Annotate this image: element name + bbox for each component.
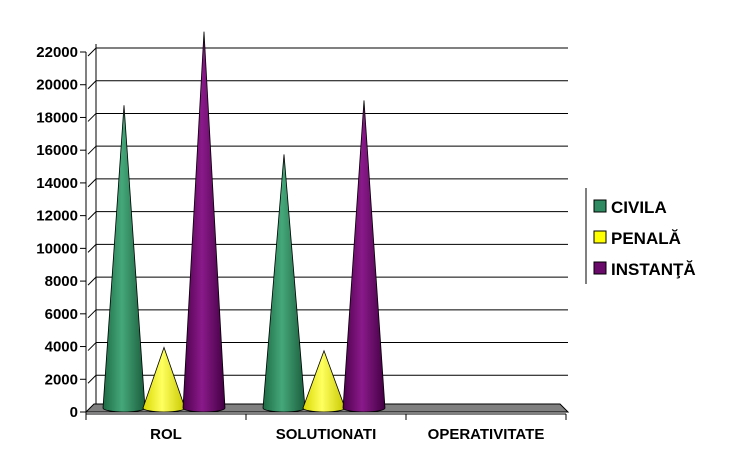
x-category-label: SOLUTIONATI [276,426,377,443]
bar-cone [102,105,146,413]
y-tick-label: 16000 [36,142,78,159]
gridline-side [87,178,97,188]
gridline-side [87,309,97,319]
bar-cone [182,31,226,413]
legend-label: INSTANŢĂ [611,260,696,279]
bar-cone [142,346,186,413]
y-tick-label: 20000 [36,77,78,94]
legend-swatch [593,230,607,244]
gridline-side [87,145,97,155]
y-axis: 0 2000 4000 6000 8000 10000 12000 14000 16000 180… [36,44,97,421]
legend-label: CIVILA [611,198,667,217]
gridline-side [87,374,97,384]
bars [102,31,386,413]
gridline-side [87,47,97,57]
y-tick-label: 2000 [45,371,78,388]
bar-cone [342,100,386,413]
y-tick-label: 8000 [45,273,78,290]
bar-cone [302,349,346,413]
legend: CIVILA PENALĂ INSTANŢĂ [585,188,738,284]
bar-cone [262,154,306,413]
gridline-side [87,276,97,286]
y-tick-label: 18000 [36,109,78,126]
x-category-label: ROL [150,426,182,443]
gridline-side [87,80,97,90]
y-tick-label: 0 [70,404,78,421]
y-tick-label: 14000 [36,175,78,192]
gridlines [87,47,568,384]
x-category-label: OPERATIVITATE [428,426,545,443]
x-axis: ROL SOLUTIONATI OPERATIVITATE [85,413,567,443]
y-tick-label: 4000 [45,339,78,356]
legend-label: PENALĂ [611,229,681,248]
y-tick-label: 6000 [45,306,78,323]
y-tick-label: 12000 [36,208,78,225]
gridline-side [87,211,97,220]
legend-swatch [593,261,607,275]
gridline-side [87,244,97,253]
gridline-side [87,342,97,351]
y-tick-label: 10000 [36,240,78,257]
legend-box [586,188,738,284]
y-tick-label: 22000 [36,44,78,61]
gridline-side [87,113,97,122]
legend-swatch [593,199,607,213]
